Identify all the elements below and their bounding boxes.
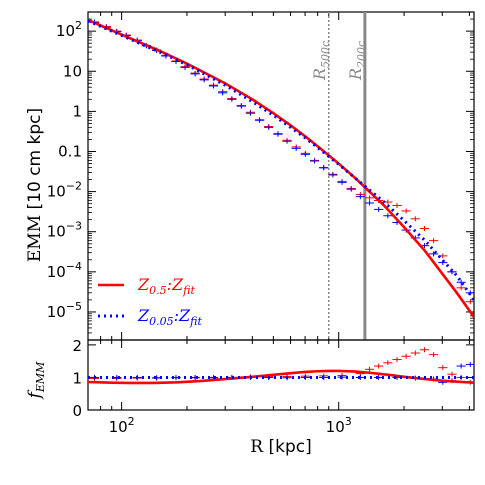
ratio-panel: 102 103 0 1 2 fEMM R [kpc] [25,337,475,457]
main-y-ticks: 102 10 1 0.1 10−2 10−3 10−4 10−5 [47,11,474,341]
ratio-red-model-line [88,369,474,385]
legend-entry: Z0.5:Zfit [137,275,195,297]
main-y-tick-label: 10−2 [47,180,82,201]
main-y-tick-label: 10 [63,62,82,80]
ratio-x-ticks: 102 103 [87,340,470,436]
red-model-line [88,18,474,318]
x-tick-label: 103 [326,415,352,436]
red-data-points [89,19,474,305]
ratio-y-axis-label: fEMM [25,361,47,401]
r500c-label: R500c [310,41,332,81]
r200c-label: R200c [346,41,368,81]
main-y-tick-label: 102 [56,19,82,40]
main-plot-area [88,12,474,340]
main-y-tick-label: 1 [72,102,82,120]
main-y-tick-label: 0.1 [58,142,82,160]
ratio-plot-area [88,347,474,385]
ratio-y-tick-label: 0 [72,402,82,420]
ratio-y-tick-label: 2 [72,337,82,355]
x-tick-label: 102 [109,415,135,436]
legend-entry: Z0.05:Zfit [137,306,202,328]
main-y-tick-label: 10−3 [47,220,82,241]
main-y-tick-label: 10−4 [47,260,82,281]
blue-data-points [89,19,474,296]
blue-model-line [88,19,474,301]
x-axis-label: R [kpc] [250,437,311,457]
main-y-axis-label: EMM [10 cm kpc] [25,108,45,262]
ratio-y-tick-label: 1 [72,369,82,387]
legend: Z0.5:Zfit Z0.05:Zfit [98,275,202,328]
ratio-plot-frame [87,339,475,411]
main-panel: 102 10 1 0.1 10−2 10−3 10−4 10−5 EMM [10 cm kpc]… [25,11,475,341]
main-y-tick-label: 10−5 [47,300,82,321]
